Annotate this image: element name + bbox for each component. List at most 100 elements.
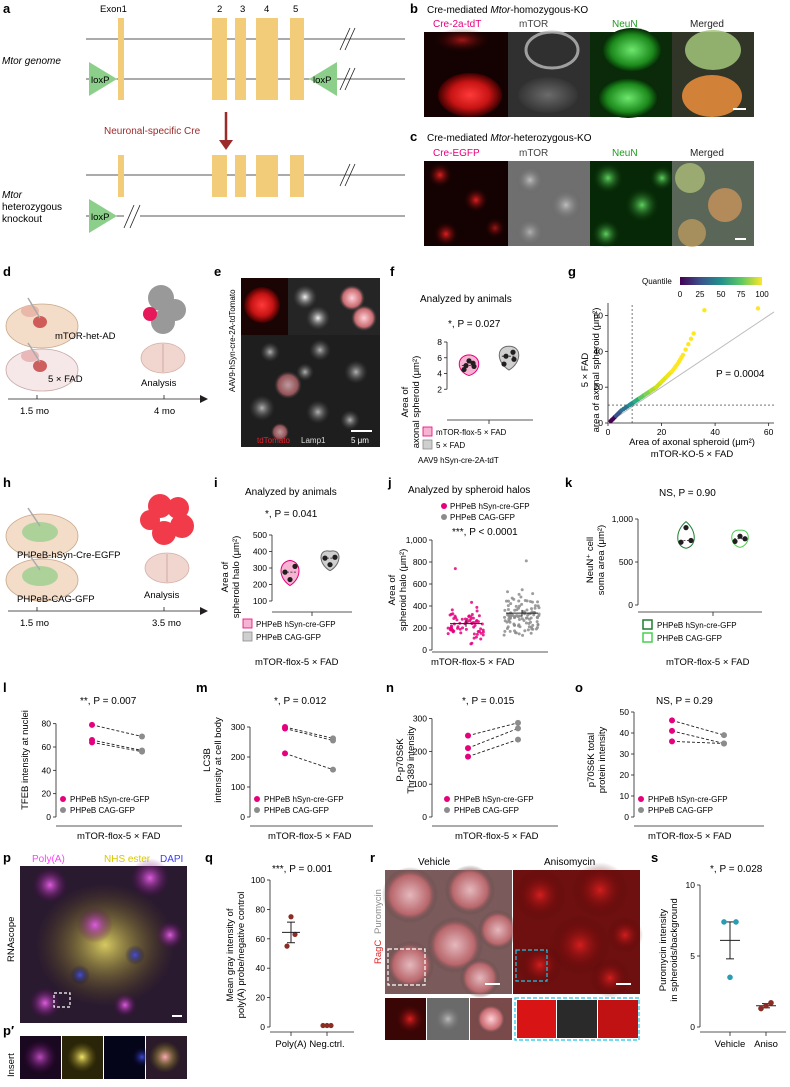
inset-box bbox=[515, 949, 548, 982]
data-point bbox=[461, 366, 467, 373]
pair-line bbox=[671, 730, 725, 744]
data-point bbox=[520, 617, 524, 621]
y-tick-label: 0 bbox=[690, 1022, 695, 1032]
data-point bbox=[465, 753, 471, 760]
data-point bbox=[282, 569, 288, 575]
y-tick-label: 0 bbox=[628, 600, 633, 610]
channel-label: mTOR bbox=[519, 19, 548, 30]
exon-block bbox=[235, 155, 246, 197]
y-tick-label: 40 bbox=[594, 346, 604, 356]
pair-line bbox=[91, 739, 143, 751]
column-label: Vehicle bbox=[418, 857, 451, 868]
x-axis-label: mTOR-flox-5 × FAD bbox=[431, 657, 515, 668]
y-tick-label: 50 bbox=[620, 707, 630, 717]
data-point bbox=[530, 627, 534, 631]
data-point bbox=[458, 627, 462, 631]
data-point bbox=[530, 600, 534, 604]
y-tick-label: 80 bbox=[256, 904, 266, 914]
data-point bbox=[282, 750, 288, 757]
analysis-label: Analysis bbox=[141, 378, 177, 389]
data-point bbox=[451, 629, 455, 633]
time-label: 1.5 mo bbox=[20, 406, 49, 417]
data-point bbox=[474, 635, 478, 639]
panel-letter: c bbox=[410, 129, 417, 144]
colorbar-tick: 100 bbox=[755, 290, 769, 299]
panel-letter: f bbox=[390, 264, 395, 279]
data-point bbox=[518, 625, 522, 629]
data-point bbox=[330, 766, 336, 773]
data-point bbox=[521, 610, 525, 614]
legend-marker bbox=[638, 796, 644, 802]
data-point bbox=[465, 745, 471, 752]
stat-label: P = 0.0004 bbox=[716, 369, 765, 380]
legend-marker bbox=[254, 807, 260, 813]
y-tick-label: 400 bbox=[253, 547, 267, 557]
x-tick-label: Aniso bbox=[754, 1039, 778, 1050]
data-point bbox=[535, 615, 539, 619]
colorbar-tick: 0 bbox=[678, 290, 683, 299]
panel-j: j Analyzed by spheroid halos PHPeB hSyn-… bbox=[387, 475, 548, 668]
legend-label: PHPeB hSyn-cre-GFP bbox=[70, 795, 150, 804]
data-point bbox=[320, 1022, 326, 1029]
data-point bbox=[513, 608, 517, 612]
panel-f: f Analyzed by animals *, P = 0.027 Area … bbox=[390, 264, 533, 465]
data-point bbox=[506, 613, 510, 617]
data-point bbox=[282, 725, 288, 732]
panel-q: q ***, P = 0.001 Mean gray intensity of … bbox=[205, 850, 354, 1050]
data-point bbox=[529, 631, 533, 635]
data-point bbox=[332, 554, 338, 560]
data-point bbox=[328, 1022, 334, 1029]
legend-swatch bbox=[642, 619, 653, 630]
data-point bbox=[475, 609, 479, 613]
stat-label: ***, P < 0.0001 bbox=[452, 527, 518, 538]
brain-icon bbox=[140, 342, 186, 374]
channel-label: Cre-2a-tdT bbox=[433, 19, 481, 30]
legend-marker bbox=[441, 514, 447, 520]
x-axis-label: Area of axonal spheroid (μm²) bbox=[629, 437, 755, 448]
y-axis-label: Area of bbox=[220, 561, 231, 592]
data-point bbox=[515, 736, 521, 743]
y-tick-label: 100 bbox=[251, 875, 265, 885]
panel-i: i Analyzed by animals *, P = 0.041 Area … bbox=[214, 475, 352, 668]
x-axis-label: mTOR-flox-5 × FAD bbox=[648, 831, 732, 842]
chart-title: Analyzed by animals bbox=[245, 487, 337, 498]
time-label: 4 mo bbox=[154, 406, 175, 417]
y-axis-label: Mean gray intensity of bbox=[225, 908, 236, 1001]
data-point bbox=[536, 604, 540, 608]
channel-label: tdTomato bbox=[257, 436, 290, 445]
y-tick-label: 100 bbox=[231, 782, 245, 792]
data-point bbox=[525, 608, 529, 612]
y-tick-label: 1,000 bbox=[406, 535, 428, 545]
data-point bbox=[529, 607, 533, 611]
data-point bbox=[683, 525, 689, 531]
data-point bbox=[465, 732, 471, 739]
scale-label: 5 μm bbox=[351, 436, 369, 445]
stat-label: NS, P = 0.90 bbox=[659, 488, 716, 499]
break-mark bbox=[129, 204, 141, 229]
data-point bbox=[519, 595, 523, 599]
y-tick-label: 200 bbox=[413, 746, 427, 756]
exon-block bbox=[256, 155, 278, 197]
data-point bbox=[742, 536, 748, 542]
channel-label: mTOR bbox=[519, 148, 548, 159]
data-point bbox=[523, 629, 527, 633]
y-axis-label: TFEB intensity at nuclei bbox=[20, 710, 31, 810]
channel-label: NeuN bbox=[612, 19, 638, 30]
panel-l: l **, P = 0.007 TFEB intensity at nuclei… bbox=[3, 680, 182, 842]
x-tick-label: 60 bbox=[764, 427, 774, 437]
data-point bbox=[449, 612, 453, 616]
data-point bbox=[509, 602, 513, 606]
y-tick-label: 0 bbox=[240, 812, 245, 822]
data-point bbox=[292, 931, 298, 937]
exon-label: 3 bbox=[240, 4, 245, 15]
panel-letter: o bbox=[575, 680, 583, 695]
colorbar bbox=[680, 277, 762, 285]
data-point bbox=[763, 1002, 769, 1009]
break-mark bbox=[339, 27, 351, 51]
data-point bbox=[511, 356, 517, 362]
panel-letter: i bbox=[214, 475, 218, 490]
y-tick-label: 500 bbox=[619, 557, 633, 567]
exon-label: Exon1 bbox=[100, 4, 127, 15]
y-tick-label: 100 bbox=[253, 596, 267, 606]
y-tick-label: 20 bbox=[594, 382, 604, 392]
